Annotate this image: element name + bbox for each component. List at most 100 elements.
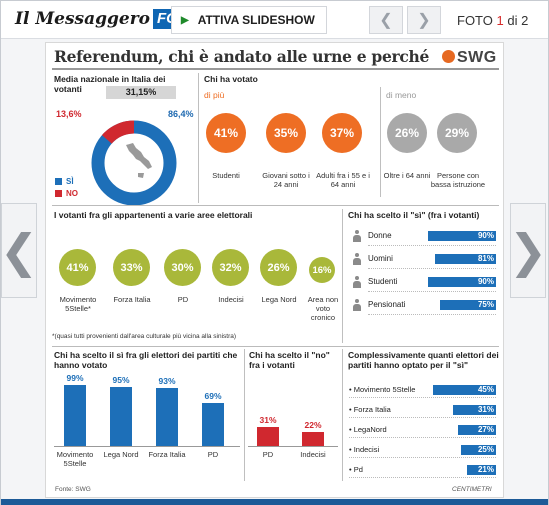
overall-yes-bar: 21% (467, 465, 496, 475)
yes-voter-label: Donne (368, 231, 392, 240)
overall-yes-label: • Indecisi (349, 445, 380, 454)
area-label: Area non voto cronico (307, 295, 339, 322)
area-circle: 30% (164, 249, 201, 286)
overall-yes-bar: 25% (461, 445, 496, 455)
chart-baseline (54, 446, 240, 447)
section-divider (342, 209, 343, 343)
dotted-guide (349, 397, 496, 398)
person-icon (352, 299, 362, 311)
dotted-guide (349, 477, 496, 478)
counter-total: 2 (521, 13, 529, 28)
area-circle: 41% (59, 249, 96, 286)
section-divider (380, 87, 381, 197)
no-voter-bar (257, 427, 279, 446)
swg-ball-icon (442, 50, 455, 63)
overall-yes-label: • Movimento 5Stelle (349, 385, 416, 394)
yes-party-label: PD (207, 450, 219, 459)
overall-yes-bar: 27% (458, 425, 496, 435)
areas-footnote: *(quasi tutti provenienti dall'area cult… (52, 333, 237, 340)
areas-title: I votanti fra gli appartenenti a varie a… (54, 210, 253, 220)
yes-percentage: 86,4% (168, 109, 194, 119)
row-divider (52, 205, 499, 206)
legend-yes-label: SÌ (66, 177, 74, 186)
person-icon (352, 253, 362, 265)
title-divider (52, 68, 499, 70)
more-circle: 37% (322, 113, 362, 153)
no-donut-slice (101, 120, 135, 144)
yes-voter-bar: 75% (440, 300, 496, 310)
yes-party-voters-title: Chi ha scelto il sì fra gli elettori dei… (54, 350, 238, 370)
legend-no-label: NO (66, 189, 78, 198)
next-photo-button[interactable]: ❯ (407, 6, 441, 34)
overall-yes-label: • LegaNord (349, 425, 387, 434)
yes-voter-label: Uomini (368, 254, 393, 263)
next-slide-arrow[interactable]: ❯ (509, 203, 547, 298)
less-label-item: Oltre i 64 anni (383, 171, 431, 180)
counter-of: di (507, 13, 518, 28)
yes-party-bar (110, 387, 132, 446)
yes-party-bar (202, 403, 224, 446)
prev-slide-arrow[interactable]: ❮ (0, 203, 38, 298)
yes-party-value: 69% (204, 391, 222, 401)
area-label: Indecisi (218, 295, 244, 304)
yes-party-label: Forza Italia (148, 450, 186, 459)
yes-voter-bar: 81% (435, 254, 496, 264)
infographic-image: Referendum, chi è andato alle urne e per… (45, 42, 504, 498)
turnout-title: Media nazionale in Italia dei votanti (54, 74, 166, 94)
yes-voter-label: Studenti (368, 277, 398, 286)
yes-party-value: 99% (66, 373, 84, 383)
slideshow-label: ATTIVA SLIDESHOW (197, 13, 315, 27)
slideshow-button[interactable]: ▶ ATTIVA SLIDESHOW (171, 6, 327, 34)
dotted-guide (368, 245, 496, 246)
area-circle: 26% (260, 249, 297, 286)
counter-prefix: FOTO (457, 13, 493, 28)
yes-voter-bar: 90% (428, 277, 496, 287)
source-note: Fonte: SWG (55, 486, 91, 493)
top-bar: Il Messaggero FOTO ▶ ATTIVA SLIDESHOW ❮ ❯… (1, 1, 548, 39)
person-icon (352, 276, 362, 288)
swg-brand: SWG (457, 49, 497, 66)
no-voter-value: 31% (259, 415, 277, 425)
area-circle: 16% (309, 257, 335, 283)
italy-map-icon (126, 143, 152, 178)
area-circle: 33% (113, 249, 150, 286)
overall-yes-label: • Forza Italia (349, 405, 391, 414)
yes-party-bar (156, 388, 178, 446)
swg-logo: SWG (442, 49, 497, 67)
no-voter-label: Indecisi (300, 450, 326, 459)
legend-no: NO (55, 189, 78, 198)
less-circle: 29% (437, 113, 477, 153)
person-icon (352, 230, 362, 242)
turnout-value: 31,15% (106, 86, 176, 99)
legend-no-swatch (55, 190, 62, 197)
more-label-item: Adulti fra i 55 e i 64 anni (316, 171, 370, 189)
prev-photo-button[interactable]: ❮ (369, 6, 403, 34)
section-divider (342, 349, 343, 481)
yes-voter-bar: 90% (428, 231, 496, 241)
no-percentage: 13,6% (56, 109, 82, 119)
legend-yes: SÌ (55, 177, 74, 186)
who-voted-title: Chi ha votato (204, 74, 258, 84)
dotted-guide (368, 268, 496, 269)
bottom-strip (1, 499, 548, 505)
credit-note: CENTIMETRI (452, 486, 492, 493)
dotted-guide (368, 291, 496, 292)
no-voter-label: PD (262, 450, 274, 459)
photo-counter: FOTO 1 di 2 (457, 13, 528, 28)
chevron-left-icon: ❮ (379, 12, 393, 29)
overall-yes-title: Complessivamente quanti elettori dei par… (348, 350, 499, 370)
more-label-item: Studenti (212, 171, 240, 180)
less-label-item: Persone con bassa istruzione (430, 171, 486, 189)
more-circle: 41% (206, 113, 246, 153)
section-divider (198, 73, 199, 203)
overall-yes-bar: 31% (453, 405, 496, 415)
area-label: Lega Nord (261, 295, 297, 304)
legend-yes-swatch (55, 178, 62, 185)
infographic-title: Referendum, chi è andato alle urne e per… (54, 47, 430, 66)
no-voter-value: 22% (304, 420, 322, 430)
dotted-guide (349, 417, 496, 418)
yes-voter-label: Pensionati (368, 300, 406, 309)
yes-among-voters-title: Chi ha scelto il "sì" (fra i votanti) (348, 210, 480, 220)
turnout-donut-chart (91, 120, 177, 206)
